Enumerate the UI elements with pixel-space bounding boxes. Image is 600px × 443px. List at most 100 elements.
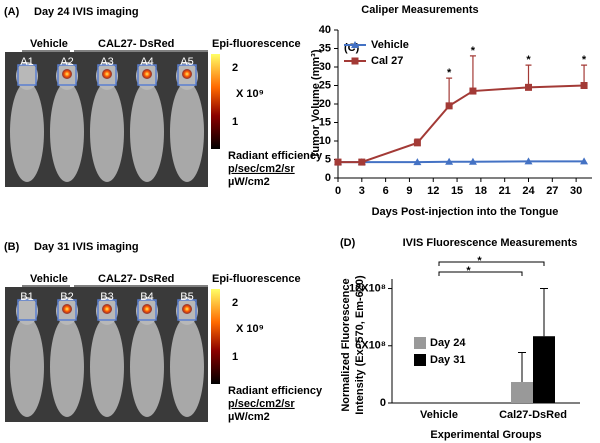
error-bar [540, 288, 548, 337]
legend-title: Epi-fluorescence [212, 38, 301, 50]
roi-box [137, 299, 157, 321]
signal-spot [102, 69, 112, 79]
y-tick-label: 35 [319, 42, 331, 54]
signal-spot [182, 69, 192, 79]
subject-label: A4 [140, 56, 153, 68]
mouse-body [90, 82, 124, 182]
y-tick-label: 40 [319, 24, 331, 36]
legend-label: Day 31 [430, 354, 465, 366]
significance-bracket [438, 271, 523, 276]
roi-box [97, 299, 117, 321]
mouse-body [130, 317, 164, 417]
panel-title: Day 24 IVIS imaging [34, 6, 139, 18]
y-tick-label: 5 [325, 153, 331, 165]
series-line [338, 84, 585, 164]
colorbar-unit: Radiant efficiency [228, 150, 323, 162]
subject-label: B1 [20, 291, 33, 303]
legend-swatch [414, 354, 426, 366]
y-tick-label: 10 [319, 135, 331, 147]
roi-box [177, 64, 197, 86]
error-bar [525, 64, 532, 88]
panel-title: Day 31 IVIS imaging [34, 241, 139, 253]
x-tick-label: 0 [335, 185, 341, 197]
legend-label: Day 24 [430, 337, 466, 349]
subject-label: A2 [60, 56, 73, 68]
x-tick-label: 15 [451, 185, 463, 197]
x-axis-label: Experimental Groups [430, 429, 541, 441]
point [445, 157, 454, 165]
y-axis-label: Tumor Volume (mm³) [310, 49, 322, 158]
legend-label: Cal 27 [371, 55, 403, 67]
series-line [338, 160, 585, 164]
legend-label: Vehicle [371, 39, 409, 51]
colorbar-tick: 2 [232, 297, 238, 309]
mouse-body [130, 82, 164, 182]
subject-label: A3 [100, 56, 113, 68]
subject-label: A5 [180, 56, 193, 68]
mouse-head [16, 297, 38, 325]
significance: * [582, 54, 587, 66]
point [580, 157, 589, 165]
colorbar-multiplier: X 10⁹ [236, 88, 264, 100]
subject-label: B3 [100, 291, 113, 303]
colorbar-unit: µW/cm2 [228, 176, 270, 188]
chart-title: Caliper Measurements [361, 4, 478, 16]
colorbar-tick: 2 [232, 62, 238, 74]
subject-label: B2 [60, 291, 73, 303]
y-tick-label: 30 [319, 61, 331, 73]
point [413, 139, 421, 147]
panel-label: (B) [4, 241, 20, 253]
chart-title: IVIS Fluorescence Measurements [403, 237, 578, 249]
subject-label: A1 [20, 56, 33, 68]
error-bar [446, 77, 453, 106]
x-tick-label: Vehicle [420, 409, 458, 421]
y-tick-label: 20 [319, 98, 331, 110]
y-tick-label: 0 [380, 397, 386, 409]
colorbar-unit: p/sec/cm2/sr [228, 398, 295, 410]
x-tick-label: 3 [359, 185, 365, 197]
y-tick-label: 0 [325, 172, 331, 184]
point [445, 102, 453, 110]
signal-spot [142, 69, 152, 79]
colorbar-tick: 1 [232, 351, 238, 363]
colorbar-unit: p/sec/cm2/sr [228, 163, 295, 175]
legend-title: Epi-fluorescence [212, 273, 301, 285]
x-tick-label: 18 [475, 185, 487, 197]
bar [533, 336, 555, 403]
significance: * [466, 265, 471, 277]
error-bar [469, 55, 476, 92]
roi-box [17, 299, 37, 321]
y-axis-label: Normalized Fluorescence [340, 278, 352, 411]
roi-box [57, 64, 77, 86]
colorbar-unit: µW/cm2 [228, 411, 270, 423]
significance: * [477, 255, 482, 267]
mouse-head [16, 62, 38, 90]
x-tick-label: 21 [499, 185, 511, 197]
x-tick-label: 12 [427, 185, 439, 197]
significance-bracket [438, 261, 545, 266]
y-axis-label: Intensity (Ex- 570, Em-620) [354, 275, 366, 415]
colorbar-unit: Radiant efficiency [228, 385, 323, 397]
panel-label: (A) [4, 6, 20, 18]
point [580, 82, 588, 89]
significance: * [471, 45, 476, 57]
y-tick-label: 12X10⁸ [349, 282, 386, 294]
x-tick-label: 9 [406, 185, 412, 197]
mouse-body [170, 82, 204, 182]
mouse-body [90, 317, 124, 417]
legend-swatch [414, 337, 426, 349]
significance: * [447, 67, 452, 79]
y-tick-label: 6X10⁸ [355, 340, 386, 352]
significance: * [526, 54, 531, 66]
legend-marker [351, 41, 359, 48]
group-label: CAL27- DsRed [98, 273, 174, 285]
colorbar [211, 289, 220, 384]
point [413, 158, 422, 166]
x-tick-label: Cal27-DsRed [499, 409, 567, 421]
y-tick-label: 15 [319, 116, 331, 128]
point [358, 158, 366, 166]
roi-box [137, 64, 157, 86]
x-axis-label: Days Post-injection into the Tongue [372, 206, 559, 218]
point [524, 157, 533, 165]
x-tick-label: 6 [383, 185, 389, 197]
